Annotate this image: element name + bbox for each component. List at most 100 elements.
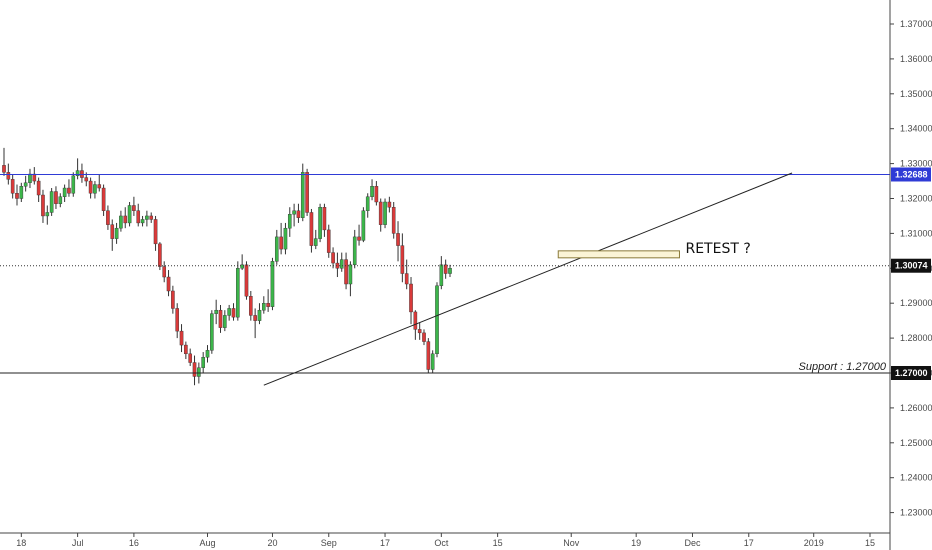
- candle[interactable]: [119, 210, 123, 232]
- candle[interactable]: [322, 203, 327, 237]
- candle[interactable]: [339, 252, 344, 272]
- candle[interactable]: [253, 308, 257, 339]
- candle[interactable]: [114, 222, 119, 244]
- candle[interactable]: [45, 205, 50, 225]
- candle[interactable]: [145, 210, 149, 227]
- candle[interactable]: [166, 270, 171, 297]
- candle[interactable]: [262, 296, 266, 314]
- candle[interactable]: [62, 184, 67, 202]
- candle[interactable]: [249, 290, 253, 321]
- candle[interactable]: [300, 163, 305, 222]
- candle[interactable]: [435, 282, 439, 358]
- time-axis[interactable]: 18 Jul 16 Aug 20 Sep 17 Oct 15 Nov 19 Dec 17 2019 15: [16, 533, 875, 548]
- candle[interactable]: [430, 350, 435, 373]
- candle[interactable]: [374, 181, 379, 206]
- candle[interactable]: [279, 222, 283, 255]
- candle[interactable]: [244, 261, 249, 300]
- candle[interactable]: [201, 352, 205, 373]
- candle[interactable]: [352, 229, 357, 269]
- candle[interactable]: [348, 261, 353, 297]
- candle[interactable]: [236, 261, 240, 321]
- candle[interactable]: [240, 254, 244, 271]
- candle[interactable]: [136, 203, 141, 227]
- candle[interactable]: [10, 174, 15, 199]
- candle[interactable]: [15, 184, 19, 206]
- candle[interactable]: [71, 172, 76, 197]
- candle[interactable]: [23, 175, 28, 192]
- candle[interactable]: [210, 310, 214, 354]
- candle[interactable]: [218, 304, 223, 333]
- candle[interactable]: [309, 208, 314, 253]
- candle[interactable]: [132, 196, 136, 216]
- candle[interactable]: [171, 285, 175, 314]
- candle[interactable]: [153, 215, 158, 251]
- candle[interactable]: [36, 177, 41, 202]
- candle[interactable]: [231, 303, 236, 321]
- candle[interactable]: [365, 193, 370, 218]
- candle[interactable]: [383, 198, 387, 229]
- candle[interactable]: [443, 259, 448, 279]
- candle[interactable]: [370, 179, 374, 201]
- candle[interactable]: [106, 205, 110, 230]
- candle[interactable]: [58, 193, 63, 208]
- candle[interactable]: [274, 229, 279, 265]
- candle[interactable]: [313, 229, 318, 250]
- candle[interactable]: [54, 186, 58, 209]
- candle[interactable]: [417, 322, 422, 340]
- candle[interactable]: [123, 207, 128, 229]
- candle[interactable]: [162, 261, 167, 283]
- candle[interactable]: [75, 158, 80, 180]
- candle[interactable]: [205, 345, 210, 363]
- candle[interactable]: [318, 203, 322, 243]
- trend-line[interactable]: [263, 172, 793, 386]
- candle[interactable]: [19, 182, 24, 202]
- candle[interactable]: [227, 304, 231, 321]
- candle[interactable]: [184, 341, 188, 360]
- candle[interactable]: [331, 247, 335, 269]
- candle[interactable]: [378, 198, 383, 232]
- candle[interactable]: [88, 177, 93, 199]
- candle[interactable]: [292, 203, 296, 227]
- candle[interactable]: [149, 212, 154, 223]
- candle[interactable]: [192, 355, 197, 386]
- candle[interactable]: [409, 277, 413, 325]
- retest-zone[interactable]: [557, 250, 680, 259]
- candle[interactable]: [326, 224, 331, 258]
- candle[interactable]: [400, 233, 405, 283]
- candle[interactable]: [179, 324, 184, 353]
- candle[interactable]: [391, 201, 396, 239]
- candle[interactable]: [426, 338, 431, 373]
- candle[interactable]: [101, 184, 106, 216]
- candle[interactable]: [67, 179, 71, 197]
- candle[interactable]: [404, 259, 409, 290]
- candle[interactable]: [214, 299, 218, 325]
- candle[interactable]: [270, 257, 275, 311]
- candle[interactable]: [344, 252, 348, 290]
- candle[interactable]: [387, 196, 392, 213]
- candle[interactable]: [283, 222, 288, 255]
- candle[interactable]: [361, 207, 366, 243]
- candle[interactable]: [49, 188, 54, 216]
- candle[interactable]: [97, 174, 102, 192]
- candle[interactable]: [257, 303, 262, 325]
- candle[interactable]: [127, 201, 132, 227]
- candle[interactable]: [439, 256, 444, 290]
- candle[interactable]: [287, 207, 292, 237]
- candle[interactable]: [422, 329, 426, 346]
- candle[interactable]: [188, 348, 192, 367]
- candle[interactable]: [296, 203, 301, 223]
- candle[interactable]: [93, 181, 97, 199]
- candle[interactable]: [266, 289, 270, 312]
- candle[interactable]: [175, 303, 180, 339]
- candle[interactable]: [413, 310, 418, 340]
- candle[interactable]: [110, 219, 115, 251]
- candle[interactable]: [223, 310, 227, 332]
- candle[interactable]: [2, 147, 6, 176]
- candle[interactable]: [305, 168, 309, 216]
- candle[interactable]: [448, 264, 452, 278]
- candle[interactable]: [396, 221, 400, 262]
- candle[interactable]: [357, 224, 361, 246]
- candle[interactable]: [41, 189, 45, 223]
- candle[interactable]: [140, 215, 145, 227]
